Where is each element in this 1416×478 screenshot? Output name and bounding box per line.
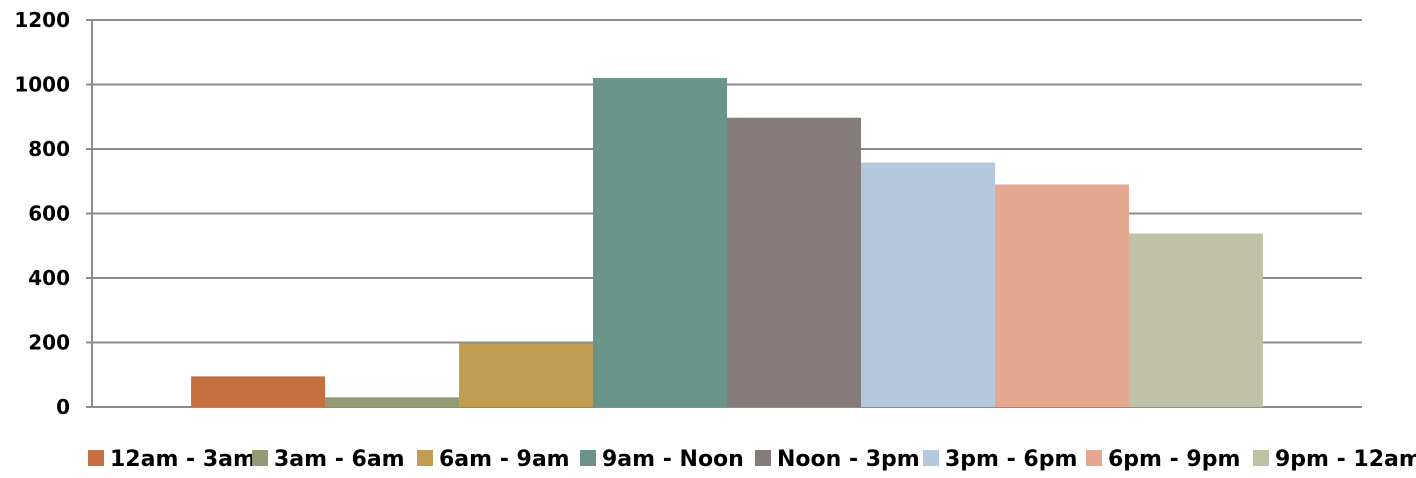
- y-tick-label: 400: [28, 266, 70, 290]
- y-tick-label: 0: [56, 395, 70, 419]
- legend-label: 6pm - 9pm: [1108, 447, 1240, 472]
- legend-swatch: [417, 450, 433, 466]
- legend-swatch: [252, 450, 268, 466]
- bars: [191, 78, 1263, 408]
- y-tick-label: 1000: [14, 73, 70, 97]
- bar-6pm-9pm: [994, 184, 1129, 407]
- legend-label: 9am - Noon: [602, 447, 744, 472]
- legend-label: Noon - 3pm: [777, 447, 920, 472]
- bar-9am-noon: [593, 78, 727, 408]
- bar-3am-6am: [325, 397, 460, 407]
- legend: 12am - 3am 3am - 6am 6am - 9am 9am - Noon No…: [88, 447, 1416, 472]
- legend-label: 3am - 6am: [274, 447, 405, 472]
- legend-swatch: [1253, 450, 1269, 466]
- legend-swatch: [923, 450, 939, 466]
- y-tick-label: 1200: [14, 8, 70, 32]
- bar-3pm-6pm: [860, 162, 995, 407]
- bar-9pm-12am: [1128, 233, 1263, 407]
- bar-noon-3pm: [727, 117, 861, 407]
- legend-swatch: [88, 450, 104, 466]
- legend-swatch: [1086, 450, 1102, 466]
- y-tick-label: 600: [28, 202, 70, 226]
- y-tick-label: 200: [28, 331, 70, 355]
- bar-12am-3am: [191, 376, 326, 407]
- legend-label: 6am - 9am: [439, 447, 570, 472]
- bar-6am-9am: [459, 343, 594, 407]
- y-axis: 0 200 400 600 800 1000 1200: [14, 8, 93, 419]
- legend-swatch: [755, 450, 771, 466]
- legend-label: 9pm - 12am: [1275, 447, 1416, 472]
- y-tick-label: 800: [28, 137, 70, 161]
- legend-label: 3pm - 6pm: [945, 447, 1077, 472]
- legend-label: 12am - 3am: [110, 447, 256, 472]
- legend-swatch: [580, 450, 596, 466]
